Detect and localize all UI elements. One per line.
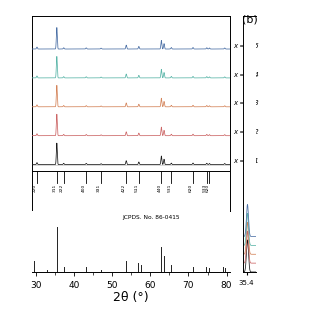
- Text: 620: 620: [189, 184, 193, 192]
- Text: x = 0.3: x = 0.3: [234, 100, 259, 107]
- Text: 331: 331: [97, 184, 101, 192]
- Text: x = 0.2: x = 0.2: [234, 129, 259, 135]
- Text: 511: 511: [135, 184, 139, 192]
- Text: 400: 400: [82, 184, 86, 192]
- Text: 220: 220: [33, 184, 37, 192]
- Text: (b): (b): [242, 14, 257, 24]
- Text: 311: 311: [53, 184, 57, 192]
- Text: JCPDS. No. 86-0415: JCPDS. No. 86-0415: [122, 215, 180, 220]
- Text: 222: 222: [60, 184, 64, 192]
- Text: 620: 620: [205, 184, 209, 192]
- Text: 422: 422: [122, 184, 126, 192]
- Text: x = 0.1: x = 0.1: [234, 158, 259, 164]
- Text: 531: 531: [167, 184, 171, 192]
- X-axis label: 2θ (°): 2θ (°): [113, 292, 149, 304]
- Text: x = 0.5: x = 0.5: [234, 43, 259, 49]
- Text: 440: 440: [157, 184, 161, 192]
- Text: 533: 533: [203, 184, 207, 192]
- Text: x = 0.4: x = 0.4: [234, 72, 259, 77]
